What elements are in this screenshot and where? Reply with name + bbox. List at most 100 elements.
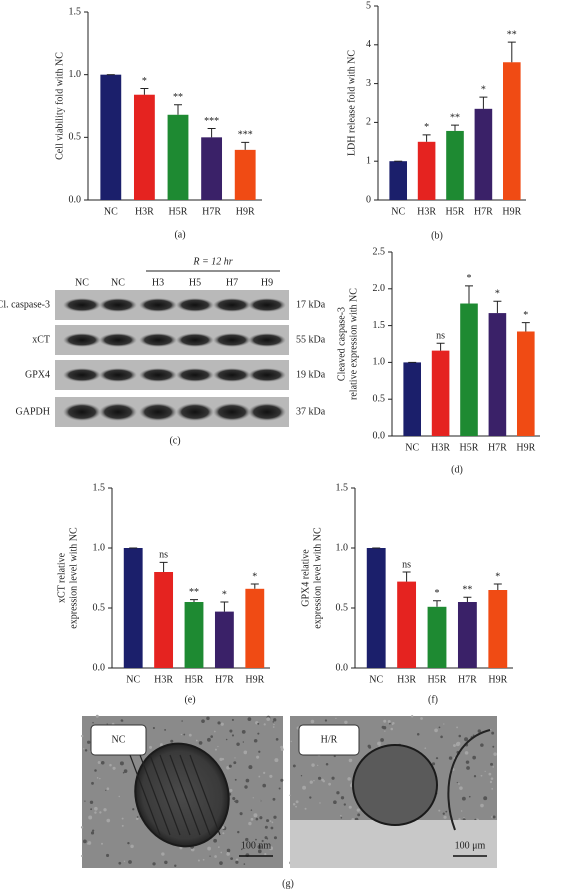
texture: [118, 795, 120, 798]
bar: [201, 137, 223, 200]
texture: [99, 811, 102, 814]
panel-label: (d): [451, 464, 463, 475]
texture: [317, 764, 319, 766]
texture: [335, 717, 337, 720]
texture: [188, 733, 192, 737]
protein-label: xCT: [32, 334, 50, 345]
error-bar: [507, 41, 516, 63]
texture: [213, 838, 217, 843]
texture: [209, 855, 211, 857]
texture: [382, 725, 387, 730]
x-tick-label: H3R: [154, 674, 173, 685]
texture: [248, 821, 252, 826]
y-tick-label: 1.0: [93, 542, 106, 553]
texture: [136, 817, 139, 820]
texture: [121, 720, 124, 722]
texture: [488, 772, 492, 776]
texture: [489, 780, 493, 784]
texture: [128, 860, 132, 864]
texture: [377, 741, 381, 746]
texture: [460, 810, 463, 812]
texture: [256, 755, 260, 759]
image-label-box: [90, 724, 147, 756]
texture: [321, 778, 324, 782]
blot-band: [248, 298, 286, 312]
texture: [435, 757, 439, 760]
error-bar: [207, 128, 216, 138]
texture: [183, 733, 186, 736]
texture: [292, 802, 296, 806]
y-axis-label: expression level with NC: [68, 527, 79, 629]
error-bar: [174, 104, 182, 115]
condition-label: R = 12 hr: [192, 256, 232, 267]
texture: [266, 819, 270, 823]
texture: [468, 795, 471, 798]
texture: [231, 718, 234, 721]
error-bar: [140, 87, 149, 95]
x-tick-label: NC: [104, 206, 118, 217]
texture: [235, 860, 239, 864]
texture: [80, 826, 84, 829]
texture: [331, 776, 335, 780]
blot-band: [63, 298, 101, 312]
error-bar: [463, 596, 472, 602]
x-tick-label: H7R: [458, 674, 477, 685]
bar: [446, 130, 464, 200]
y-axis-label: GPX4 relative: [300, 549, 311, 607]
texture: [273, 815, 277, 819]
texture: [424, 747, 427, 750]
texture: [324, 719, 328, 722]
texture: [217, 846, 220, 848]
texture: [319, 802, 321, 804]
light-region: [290, 820, 497, 868]
texture: [84, 749, 88, 752]
bar: [488, 590, 508, 668]
texture: [99, 777, 101, 780]
texture: [229, 729, 233, 733]
texture: [233, 761, 237, 765]
y-tick-label: 2: [366, 117, 371, 128]
x-tick-label: H3R: [431, 442, 450, 453]
texture: [347, 777, 351, 781]
significance-label: *: [523, 310, 528, 321]
panel-label: (a): [174, 229, 185, 240]
texture: [264, 852, 267, 856]
y-tick-label: 1.5: [373, 320, 386, 331]
texture: [127, 841, 130, 845]
texture: [252, 797, 254, 799]
texture: [383, 719, 387, 723]
x-tick-label: H9R: [245, 674, 264, 685]
crista: [179, 754, 211, 836]
texture: [243, 750, 248, 755]
texture: [152, 862, 156, 866]
y-tick-label: 0.0: [69, 194, 82, 205]
error-bar: [433, 600, 441, 607]
blot-band: [213, 298, 251, 312]
texture: [219, 757, 223, 761]
texture: [491, 787, 494, 790]
texture: [236, 742, 240, 746]
panel-label: (g): [282, 878, 294, 889]
texture: [464, 737, 469, 742]
texture: [220, 722, 224, 726]
texture: [237, 830, 240, 834]
blot-band: [213, 333, 251, 347]
texture: [492, 745, 495, 748]
blot-band: [176, 333, 214, 347]
scale-label: 100 nm: [241, 840, 272, 851]
texture: [272, 721, 275, 723]
texture: [207, 737, 211, 742]
significance-label: ***: [238, 130, 253, 141]
bar: [417, 141, 436, 200]
y-axis-label: Cell viability fold with NC: [54, 52, 65, 160]
significance-label: *: [222, 589, 227, 600]
y-tick-label: 1.5: [93, 482, 106, 493]
x-tick-label: NC: [126, 674, 140, 685]
scale-label: 100 μm: [455, 840, 486, 851]
blot-band: [99, 298, 137, 312]
x-tick-label: H7R: [202, 206, 221, 217]
texture: [343, 803, 346, 806]
texture: [257, 732, 260, 735]
texture: [214, 855, 217, 858]
texture: [490, 729, 492, 731]
